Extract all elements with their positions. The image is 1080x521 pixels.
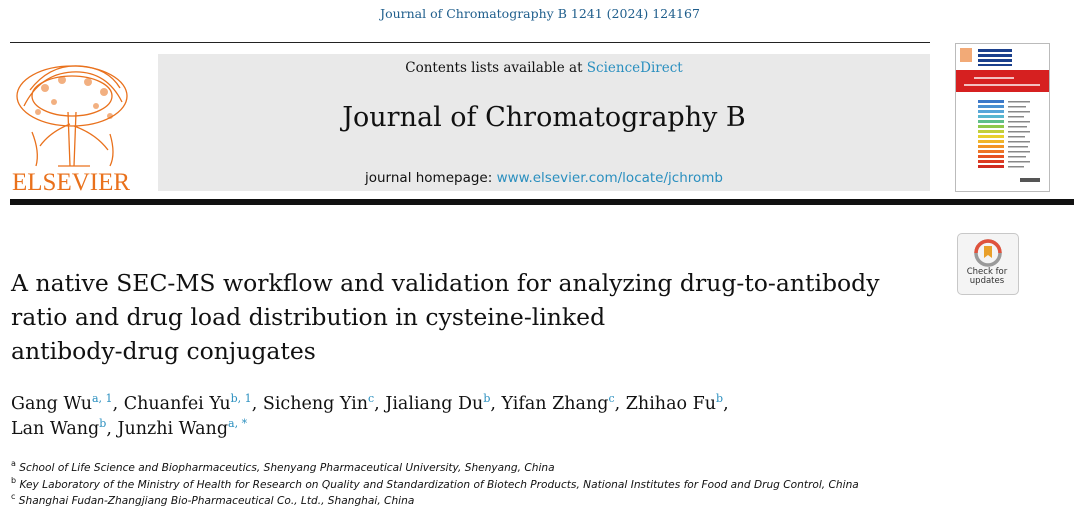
journal-cover-thumbnail[interactable] xyxy=(955,43,1050,192)
affiliation-text: Shanghai Fudan-Zhangjiang Bio-Pharmaceut… xyxy=(18,495,415,507)
citation-line: Journal of Chromatography B 1241 (2024) … xyxy=(380,6,700,21)
homepage-link[interactable]: www.elsevier.com/locate/jchromb xyxy=(496,170,723,186)
affiliation-marker: b xyxy=(11,475,17,485)
author-affiliation-marker[interactable]: a, * xyxy=(228,417,248,430)
homepage-line: journal homepage: www.elsevier.com/locat… xyxy=(158,170,930,186)
author-separator: , xyxy=(723,394,729,414)
author-name[interactable]: Lan Wang xyxy=(11,419,100,439)
author-name[interactable]: Zhihao Fu xyxy=(625,394,717,414)
author-affiliation-marker[interactable]: b xyxy=(99,417,107,430)
author-line: Lan Wangb, Junzhi Wanga, * xyxy=(11,417,941,442)
author-affiliation-marker[interactable]: b xyxy=(483,392,491,405)
affiliation-list: a School of Life Science and Biopharmace… xyxy=(11,460,1071,510)
author-name[interactable]: Yifan Zhang xyxy=(501,394,609,414)
author-affiliation-marker[interactable]: b, 1 xyxy=(230,392,252,405)
author-line: Gang Wua, 1, Chuanfei Yub, 1, Sicheng Yi… xyxy=(11,392,941,417)
author-separator: , xyxy=(374,394,386,414)
author-name[interactable]: Sicheng Yin xyxy=(262,394,368,414)
author-separator: , xyxy=(251,394,263,414)
top-rule xyxy=(10,42,930,43)
check-for-updates-label: Check for updates xyxy=(957,268,1017,286)
author-name[interactable]: Jialiang Du xyxy=(385,394,484,414)
author-affiliation-marker[interactable]: c xyxy=(608,392,615,405)
author-list: Gang Wua, 1, Chuanfei Yub, 1, Sicheng Yi… xyxy=(11,392,941,442)
affiliation-item: a School of Life Science and Biopharmace… xyxy=(11,460,1071,477)
affiliation-text: Key Laboratory of the Ministry of Health… xyxy=(19,478,859,491)
journal-title: Journal of Chromatography B xyxy=(342,102,746,133)
contents-line: Contents lists available at ScienceDirec… xyxy=(158,60,930,76)
author-affiliation-marker[interactable]: a, 1 xyxy=(92,392,113,405)
author-name[interactable]: Gang Wu xyxy=(11,394,92,414)
author-name[interactable]: Junzhi Wang xyxy=(117,419,229,439)
author-separator: , xyxy=(614,394,626,414)
check-updates-line-2: updates xyxy=(969,276,1005,286)
affiliation-text: School of Life Science and Biopharmaceut… xyxy=(19,462,555,474)
article-title-line: ratio and drug load distribution in cyst… xyxy=(11,303,606,331)
affiliation-item: c Shanghai Fudan-Zhangjiang Bio-Pharmace… xyxy=(11,493,1071,510)
check-for-updates-button[interactable] xyxy=(957,233,1019,295)
contents-prefix: Contents lists available at xyxy=(405,60,583,76)
article-title: A native SEC-MS workflow and validation … xyxy=(11,266,931,368)
affiliation-marker: c xyxy=(11,492,16,501)
header-thick-rule xyxy=(10,199,1074,205)
check-for-updates-icon xyxy=(974,239,1002,267)
author-affiliation-marker[interactable]: c xyxy=(368,392,375,405)
journal-header-box xyxy=(158,54,930,191)
author-separator: , xyxy=(106,419,118,439)
author-affiliation-marker[interactable]: b xyxy=(716,392,724,405)
sciencedirect-link[interactable]: ScienceDirect xyxy=(586,60,683,76)
elsevier-logo[interactable]: ELSEVIER xyxy=(10,54,150,196)
author-name[interactable]: Chuanfei Yu xyxy=(123,394,231,414)
journal-cover-icon xyxy=(956,48,1049,182)
affiliation-marker: a xyxy=(11,459,16,468)
check-updates-line-1: Check for xyxy=(966,267,1008,277)
homepage-prefix: journal homepage: xyxy=(364,170,493,186)
article-title-line: A native SEC-MS workflow and validation … xyxy=(11,269,880,297)
publisher-wordmark: ELSEVIER xyxy=(12,169,130,194)
affiliation-item: b Key Laboratory of the Ministry of Heal… xyxy=(11,475,1071,494)
article-title-line: antibody-drug conjugates xyxy=(11,337,316,365)
author-separator: , xyxy=(490,394,502,414)
elsevier-tree-icon: ELSEVIER xyxy=(12,65,130,196)
author-separator: , xyxy=(112,394,124,414)
